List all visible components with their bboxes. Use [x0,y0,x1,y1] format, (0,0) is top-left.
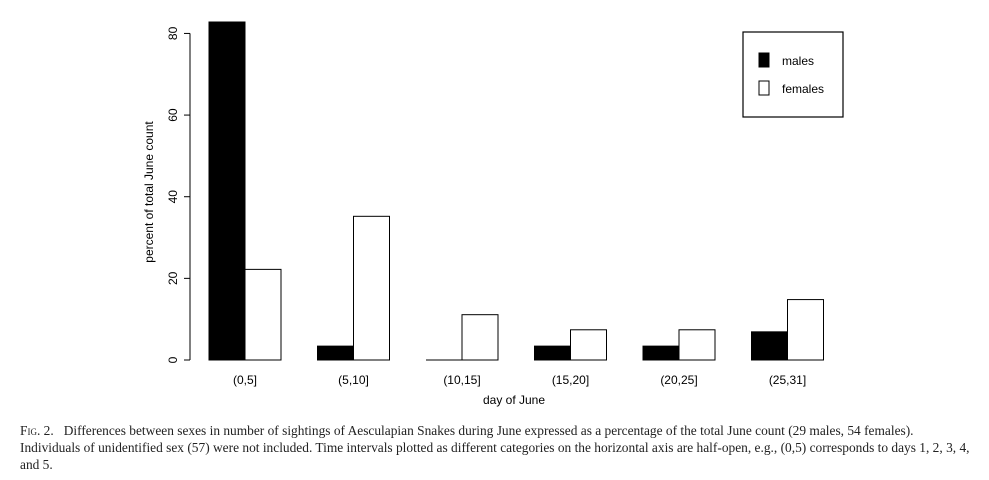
caption-label: Fig. 2. [20,423,54,438]
bar-females-5 [787,299,824,361]
bar-females-0 [244,268,282,361]
x-tick-label: (5,10] [338,373,369,387]
y-axis-label: percent of total June count [142,121,156,263]
legend-box [742,31,844,118]
x-tick-label: (20,25] [660,373,697,387]
x-axis: (0,5] (5,10] (10,15] (15,20] (20,25] (25,31] [233,373,806,387]
bar-females-2 [461,314,499,361]
legend-label-females: females [782,82,824,96]
legend: males females [742,31,844,118]
y-tick-label: 60 [166,108,180,122]
y-tick-label: 80 [166,26,180,40]
x-tick-label: (15,20] [552,373,589,387]
x-tick-label: (10,15] [443,373,480,387]
bar-males-1 [317,345,354,361]
legend-swatch-females [758,80,770,96]
bar-chart: 0 20 40 60 80 (0,5] (5,10] (10,15] (15,20] (20,2… [142,21,844,407]
bar-males-5 [751,331,788,361]
x-tick-label: (0,5] [233,373,257,387]
bars [208,21,824,361]
bar-males-3 [534,345,571,361]
y-tick-label: 20 [166,271,180,285]
legend-label-males: males [782,54,814,68]
y-tick-label: 40 [166,190,180,204]
bar-males-0 [208,21,246,361]
y-tick-label: 0 [166,356,180,363]
bar-females-3 [570,329,607,361]
legend-swatch-males [758,52,770,68]
bar-males-4 [642,345,680,361]
y-axis: 0 20 40 60 80 [166,26,191,363]
figure-caption: Fig. 2. Differences between sexes in num… [20,422,970,473]
x-axis-label: day of June [483,393,545,407]
x-tick-label: (25,31] [769,373,806,387]
caption-text: Differences between sexes in number of s… [20,423,970,472]
bar-females-4 [678,329,716,361]
bar-females-1 [353,215,390,361]
